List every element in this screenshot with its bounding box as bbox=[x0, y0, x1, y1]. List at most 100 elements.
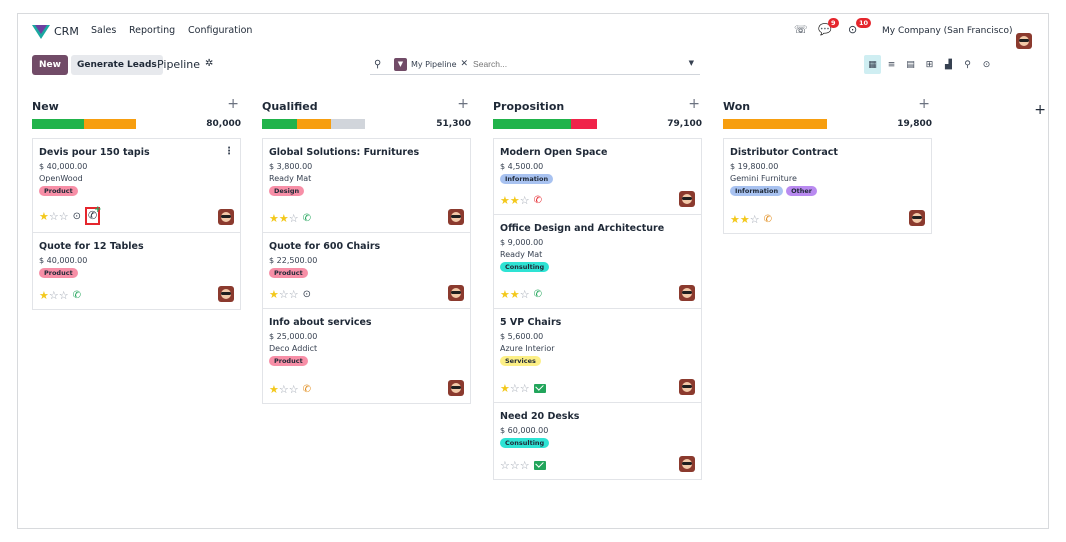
pivot-view-icon[interactable]: ⊞ bbox=[925, 59, 934, 70]
priority-stars[interactable]: ★☆☆ bbox=[269, 288, 299, 301]
assignee-avatar[interactable] bbox=[909, 210, 925, 226]
star-icon[interactable]: ☆ bbox=[509, 382, 520, 395]
star-icon[interactable]: ☆ bbox=[519, 194, 530, 207]
map-view-icon[interactable]: ⚲ bbox=[964, 59, 971, 70]
star-icon[interactable]: ★ bbox=[500, 194, 510, 207]
progress-segment[interactable] bbox=[297, 119, 331, 129]
assignee-avatar[interactable] bbox=[448, 285, 464, 301]
user-avatar[interactable] bbox=[1016, 33, 1032, 49]
lead-card[interactable]: Distributor Contract $ 19,800.00 Gemini Fu… bbox=[724, 139, 931, 233]
phone-icon[interactable]: ✆ bbox=[763, 214, 773, 225]
assignee-avatar[interactable] bbox=[679, 191, 695, 207]
phone-icon[interactable]: ✆ bbox=[302, 384, 312, 395]
priority-stars[interactable]: ★★☆ bbox=[730, 213, 760, 226]
priority-stars[interactable]: ★☆☆ bbox=[269, 383, 299, 396]
priority-stars[interactable]: ★☆☆ bbox=[39, 289, 69, 302]
list-view-icon[interactable]: ≡ bbox=[887, 59, 896, 70]
crm-logo-icon[interactable] bbox=[32, 25, 50, 39]
clock-icon[interactable]: ⊙ bbox=[302, 289, 312, 300]
star-icon[interactable]: ★ bbox=[500, 288, 510, 301]
lead-card[interactable]: Info about services $ 25,000.00 Deco Addic… bbox=[263, 309, 470, 403]
kanban-view-icon[interactable]: ▦ bbox=[864, 55, 881, 74]
star-icon[interactable]: ★ bbox=[269, 383, 279, 396]
add-card-icon[interactable]: + bbox=[227, 96, 239, 112]
gear-icon[interactable]: ✲ bbox=[205, 58, 214, 69]
star-icon[interactable]: ★ bbox=[500, 382, 510, 395]
search-bar[interactable]: ⚲ ▼ My Pipeline ✕ ▼ bbox=[370, 54, 700, 75]
menu-configuration[interactable]: Configuration bbox=[188, 25, 253, 36]
mail-icon[interactable] bbox=[533, 384, 546, 393]
star-icon[interactable]: ★ bbox=[278, 212, 289, 225]
star-icon[interactable]: ☆ bbox=[278, 288, 289, 301]
priority-stars[interactable]: ★★☆ bbox=[500, 288, 530, 301]
star-icon[interactable]: ☆ bbox=[519, 382, 530, 395]
lead-card[interactable]: Global Solutions: Furnitures $ 3,800.00 Re… bbox=[263, 139, 470, 233]
add-column-icon[interactable]: + bbox=[1034, 102, 1046, 118]
priority-stars[interactable]: ★★☆ bbox=[500, 194, 530, 207]
star-icon[interactable]: ☆ bbox=[749, 213, 760, 226]
column-progress-bar[interactable] bbox=[493, 119, 597, 129]
add-card-icon[interactable]: + bbox=[918, 96, 930, 112]
assignee-avatar[interactable] bbox=[448, 209, 464, 225]
progress-segment[interactable] bbox=[32, 119, 84, 129]
star-icon[interactable]: ☆ bbox=[519, 459, 530, 472]
messages-icon[interactable]: 💬 9 bbox=[818, 18, 839, 36]
star-icon[interactable]: ☆ bbox=[48, 209, 59, 223]
mail-icon[interactable] bbox=[533, 461, 546, 470]
progress-segment[interactable] bbox=[571, 119, 597, 129]
assignee-avatar[interactable] bbox=[679, 456, 695, 472]
add-card-icon[interactable]: + bbox=[457, 96, 469, 112]
star-icon[interactable]: ☆ bbox=[519, 288, 530, 301]
assignee-avatar[interactable] bbox=[218, 209, 234, 225]
star-icon[interactable]: ★ bbox=[269, 212, 279, 225]
calendar-view-icon[interactable]: ▤ bbox=[906, 59, 915, 70]
column-title[interactable]: Proposition bbox=[493, 100, 565, 113]
column-progress-bar[interactable] bbox=[262, 119, 365, 129]
star-icon[interactable]: ☆ bbox=[509, 459, 520, 472]
priority-stars[interactable]: ★★☆ bbox=[269, 212, 299, 225]
activity-view-icon[interactable]: ⊙ bbox=[982, 59, 991, 70]
progress-segment[interactable] bbox=[84, 119, 136, 129]
phone-icon[interactable]: ✆ bbox=[72, 290, 82, 301]
phone-icon[interactable]: ✆ bbox=[533, 289, 543, 300]
column-title[interactable]: Qualified bbox=[262, 100, 318, 113]
assignee-avatar[interactable] bbox=[448, 380, 464, 396]
star-icon[interactable]: ☆ bbox=[58, 209, 69, 223]
assignee-avatar[interactable] bbox=[218, 286, 234, 302]
column-progress-bar[interactable] bbox=[723, 119, 827, 129]
phone-icon[interactable]: ☏ bbox=[794, 23, 808, 36]
add-card-icon[interactable]: + bbox=[688, 96, 700, 112]
remove-facet-icon[interactable]: ✕ bbox=[460, 59, 469, 69]
phone-icon[interactable]: ✆ bbox=[302, 213, 312, 224]
priority-stars[interactable]: ★☆☆ bbox=[500, 382, 530, 395]
new-button[interactable]: New bbox=[32, 55, 68, 75]
lead-card[interactable]: Office Design and Architecture $ 9,000.00… bbox=[494, 215, 701, 309]
star-icon[interactable]: ★ bbox=[269, 288, 279, 301]
card-menu-icon[interactable]: ⋮ bbox=[224, 146, 234, 157]
star-icon[interactable]: ★ bbox=[730, 213, 740, 226]
graph-view-icon[interactable]: ▟ bbox=[945, 59, 952, 70]
assignee-avatar[interactable] bbox=[679, 285, 695, 301]
schedule-call-button[interactable]: ✆ + bbox=[85, 205, 102, 225]
search-input[interactable] bbox=[473, 59, 654, 69]
activities-icon[interactable]: ⊙ 10 bbox=[848, 18, 872, 36]
lead-card[interactable]: Quote for 12 Tables $ 40,000.00 Product ★☆☆… bbox=[33, 233, 240, 309]
generate-leads-button[interactable]: Generate Leads bbox=[71, 55, 163, 75]
column-title[interactable]: Won bbox=[723, 100, 751, 113]
priority-stars[interactable]: ☆☆☆ bbox=[500, 459, 530, 472]
progress-segment[interactable] bbox=[331, 119, 365, 129]
menu-reporting[interactable]: Reporting bbox=[129, 25, 176, 36]
star-icon[interactable]: ★ bbox=[739, 213, 750, 226]
company-switcher[interactable]: My Company (San Francisco) bbox=[882, 26, 1013, 36]
app-name[interactable]: CRM bbox=[54, 25, 79, 38]
star-icon[interactable]: ☆ bbox=[500, 459, 510, 472]
lead-card[interactable]: Quote for 600 Chairs $ 22,500.00 Product ★☆… bbox=[263, 233, 470, 309]
column-progress-bar[interactable] bbox=[32, 119, 136, 129]
star-icon[interactable]: ★ bbox=[39, 289, 49, 302]
search-facet[interactable]: ▼ My Pipeline ✕ bbox=[394, 57, 469, 71]
menu-sales[interactable]: Sales bbox=[91, 25, 117, 36]
column-title[interactable]: New bbox=[32, 100, 59, 113]
lead-card[interactable]: Modern Open Space $ 4,500.00 Information ★★… bbox=[494, 139, 701, 215]
star-icon[interactable]: ★ bbox=[509, 194, 520, 207]
phone-icon[interactable]: ✆ bbox=[533, 195, 543, 206]
